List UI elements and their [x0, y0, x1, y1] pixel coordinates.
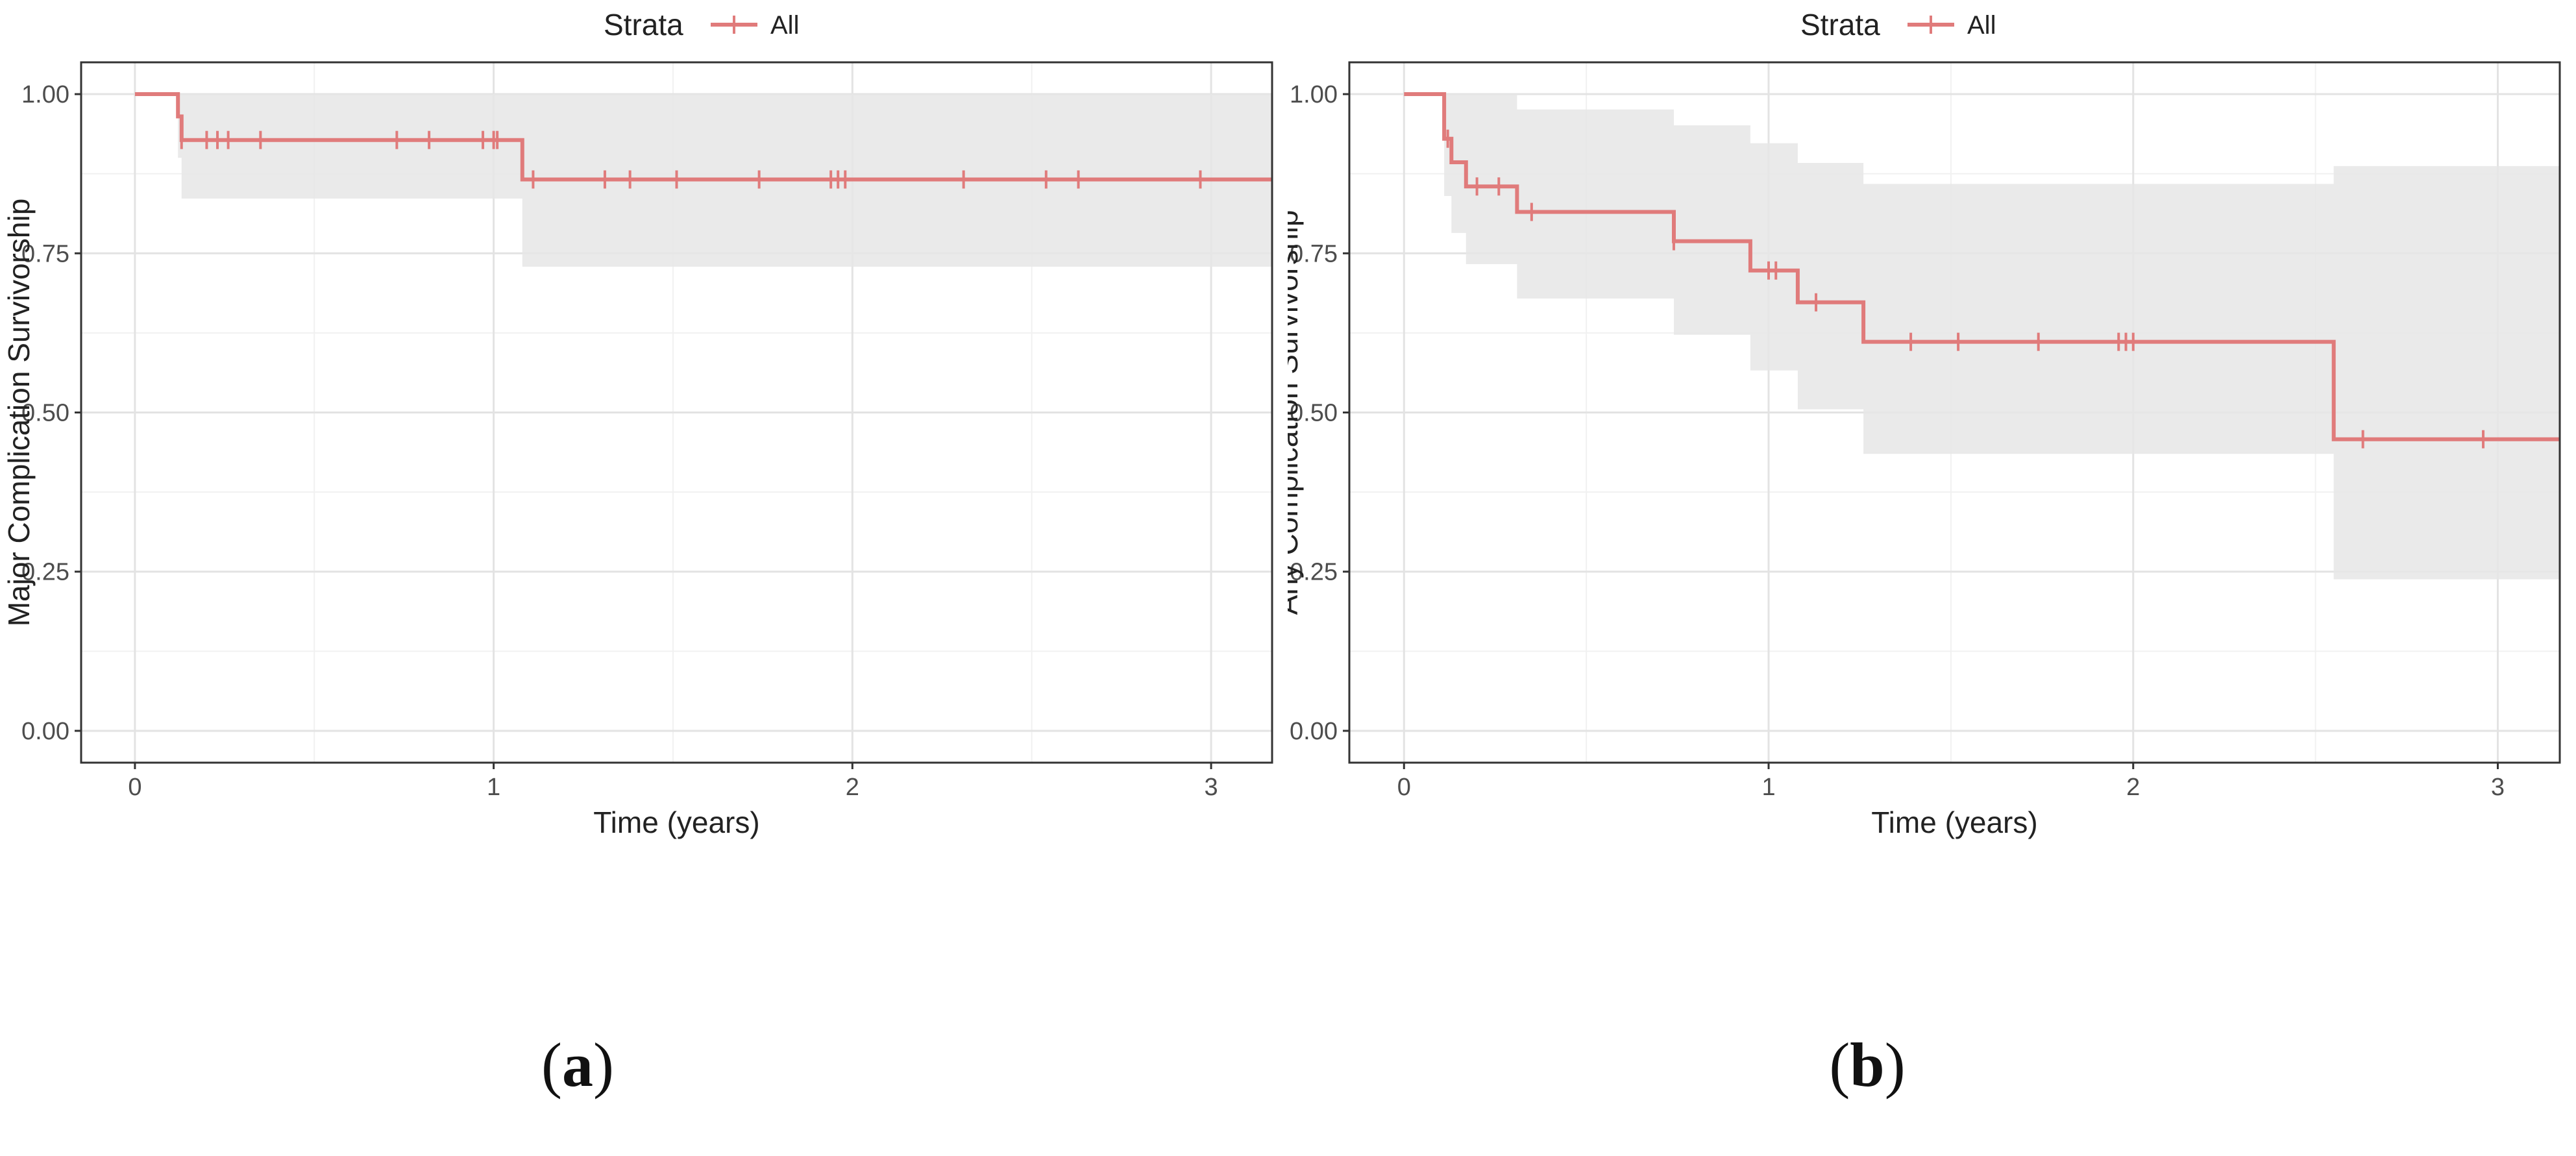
confidence-band — [1404, 94, 2560, 580]
km-chart-a: 0.00 0.25 0.50 0.75 1.00 0 1 2 3 Time (years) Majo… — [2, 8, 1273, 839]
legend-title: Strata — [604, 8, 683, 42]
x-tick-label: 2 — [2126, 774, 2140, 801]
x-tick-label: 3 — [2491, 774, 2505, 801]
panel-caption-a: (a) — [541, 1030, 614, 1100]
y-axis-title: Any Complication Survivorship — [1288, 210, 1304, 615]
figure-panel-b: 0.00 0.25 0.50 0.75 1.00 0 1 2 3 Time (years) Any … — [1288, 0, 2576, 1156]
y-tick-label: 0.75 — [21, 240, 69, 267]
survival-curve-all — [134, 92, 1272, 182]
y-tick-label: 1.00 — [1290, 81, 1338, 108]
x-tick-label: 3 — [1204, 774, 1218, 801]
x-tick-label: 1 — [1761, 774, 1775, 801]
panel-caption-b: (b) — [1829, 1030, 1906, 1100]
y-tick-label: 0.00 — [1290, 718, 1338, 745]
x-tick-label: 0 — [1397, 774, 1411, 801]
y-tick-label: 0.50 — [21, 400, 69, 427]
y-tick-label: 0.25 — [21, 559, 69, 586]
x-axis-title: Time (years) — [1871, 806, 2037, 839]
y-axis-title: Major Complication Survivorship — [2, 199, 36, 627]
x-axis-title: Time (years) — [593, 806, 759, 839]
survival-curve-all — [1404, 92, 2560, 441]
y-tick-label: 1.00 — [21, 81, 69, 108]
legend-label-all: All — [1967, 11, 1996, 40]
x-tick-label: 2 — [846, 774, 859, 801]
figure-panel-a: 0.00 0.25 0.50 0.75 1.00 0 1 2 3 Time (years) Majo… — [2, 8, 1273, 1100]
km-chart-b: 0.00 0.25 0.50 0.75 1.00 0 1 2 3 Time (years) Any … — [1288, 8, 2561, 839]
x-tick-label: 1 — [487, 774, 500, 801]
y-tick-label: 0.00 — [21, 718, 69, 745]
x-tick-label: 0 — [128, 774, 141, 801]
legend-label-all: All — [770, 11, 799, 40]
y-tick-label: 0.50 — [1290, 400, 1338, 427]
legend-title: Strata — [1800, 8, 1880, 42]
y-tick-label: 0.25 — [1290, 559, 1338, 586]
y-tick-label: 0.75 — [1290, 240, 1338, 267]
